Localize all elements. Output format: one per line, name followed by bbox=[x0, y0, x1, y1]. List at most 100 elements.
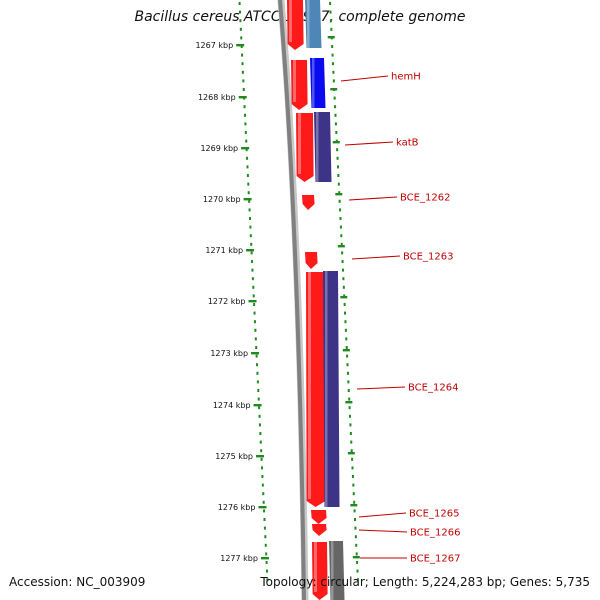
right-ruler-dot bbox=[332, 79, 335, 83]
ruler-dot bbox=[241, 53, 244, 57]
right-ruler-dot bbox=[329, 10, 332, 14]
right-ruler-tick bbox=[347, 452, 355, 455]
ruler-dot bbox=[239, 10, 242, 14]
ruler-dot bbox=[243, 105, 246, 109]
right-ruler-dot bbox=[341, 251, 344, 255]
cds-BCE_1267 bbox=[312, 542, 328, 600]
right-ruler-dot bbox=[354, 526, 357, 530]
ruler-label: 1272 kbp bbox=[208, 297, 246, 306]
ruler-label: 1274 kbp bbox=[213, 401, 251, 410]
right-ruler-dot bbox=[355, 543, 358, 547]
ruler-dot bbox=[265, 552, 268, 556]
ruler-dot bbox=[244, 122, 247, 126]
cds-top-partial bbox=[287, 0, 304, 50]
gene-label-text: BCE_1264 bbox=[408, 383, 458, 394]
right-ruler-dot bbox=[339, 225, 342, 229]
leader-line bbox=[351, 255, 401, 260]
ruler-tick bbox=[260, 557, 269, 560]
right-ruler-dot bbox=[343, 303, 346, 306]
right-ruler-dot bbox=[346, 363, 349, 367]
right-ruler-dot bbox=[338, 191, 341, 195]
ruler-dot bbox=[265, 561, 268, 564]
ruler-dot bbox=[246, 174, 249, 177]
right-ruler-tick bbox=[345, 401, 353, 404]
ruler-dot bbox=[239, 27, 242, 31]
ruler-dot bbox=[259, 440, 262, 444]
ruler-dot bbox=[264, 535, 267, 539]
ruler-label: 1273 kbp bbox=[210, 349, 248, 358]
accession-text: Accession: NC_003909 bbox=[9, 575, 146, 589]
ruler-dot bbox=[259, 432, 262, 435]
feature-katB bbox=[314, 112, 332, 182]
ruler-dot bbox=[242, 88, 245, 91]
right-ruler-tick bbox=[327, 36, 335, 39]
gene-label-BCE_1263: BCE_1263 bbox=[351, 252, 453, 263]
ruler-dot bbox=[256, 363, 259, 367]
ruler-dot bbox=[247, 182, 250, 186]
feature-tracks bbox=[287, 0, 345, 600]
ruler-dot bbox=[249, 234, 252, 238]
right-ruler-dot bbox=[335, 131, 338, 134]
ruler-dot bbox=[246, 156, 249, 160]
ruler-dot bbox=[239, 19, 242, 23]
ruler-dot bbox=[264, 543, 267, 547]
right-ruler-dot bbox=[336, 165, 339, 169]
right-ruler-dot bbox=[351, 475, 354, 478]
gene-label-BCE_1266: BCE_1266 bbox=[358, 528, 460, 539]
gene-label-BCE_1262: BCE_1262 bbox=[348, 193, 450, 204]
right-ruler-dot bbox=[353, 500, 356, 504]
ruler-dot bbox=[252, 285, 255, 289]
leader-line bbox=[344, 141, 394, 146]
right-ruler-tick bbox=[340, 296, 348, 299]
right-ruler-dot bbox=[332, 62, 335, 66]
cds-hemH bbox=[291, 60, 308, 110]
gene-label-text: hemH bbox=[391, 72, 421, 83]
right-ruler-tick bbox=[350, 504, 358, 507]
ruler-dot bbox=[263, 526, 266, 530]
right-ruler-dot bbox=[351, 457, 354, 461]
ruler-dot bbox=[254, 337, 257, 341]
ruler-tick bbox=[236, 44, 245, 47]
right-ruler-dot bbox=[340, 234, 343, 238]
ruler-dot bbox=[246, 165, 249, 169]
gene-label-text: BCE_1262 bbox=[400, 193, 450, 204]
ruler-tick bbox=[241, 147, 250, 150]
ruler-tick bbox=[253, 404, 262, 407]
right-ruler-dot bbox=[347, 389, 350, 392]
ruler-dot bbox=[262, 500, 265, 504]
ruler-dot bbox=[248, 217, 251, 220]
ruler-dot bbox=[255, 354, 258, 358]
gene-label-hemH: hemH bbox=[340, 72, 421, 83]
right-ruler-tick bbox=[332, 141, 340, 144]
ruler-dot bbox=[262, 492, 265, 496]
right-ruler-dot bbox=[337, 174, 340, 177]
genome-backbone bbox=[277, 0, 309, 600]
right-ruler-dot bbox=[342, 285, 345, 289]
ruler-dot bbox=[251, 260, 254, 263]
right-ruler-dot bbox=[344, 320, 347, 324]
feature-hemH bbox=[310, 58, 326, 108]
ruler-dot bbox=[251, 268, 254, 272]
right-ruler-tick bbox=[335, 193, 343, 196]
ruler-label: 1275 kbp bbox=[215, 452, 253, 461]
right-ruler-dot bbox=[337, 182, 340, 186]
right-ruler-dot bbox=[356, 578, 359, 582]
right-ruler-dot bbox=[353, 509, 356, 513]
ruler-dot bbox=[253, 303, 256, 306]
right-ruler-dot bbox=[331, 45, 334, 48]
ruler-label: 1271 kbp bbox=[205, 246, 243, 255]
ruler-dot bbox=[260, 449, 263, 453]
ruler-tick bbox=[243, 198, 252, 201]
ruler-dot bbox=[253, 311, 256, 315]
ruler-dot bbox=[260, 457, 263, 461]
ruler-dot bbox=[256, 371, 259, 375]
cds-BCE_1263 bbox=[305, 252, 318, 269]
right-ruler-dot bbox=[330, 27, 333, 31]
cds-katB bbox=[296, 113, 314, 182]
gene-label-text: katB bbox=[396, 138, 419, 149]
right-ruler-dot bbox=[340, 242, 343, 246]
gene-label-BCE_1264: BCE_1264 bbox=[356, 383, 458, 394]
right-ruler-tick bbox=[337, 245, 345, 248]
ruler-dot bbox=[266, 578, 269, 582]
ruler-dot bbox=[261, 475, 264, 478]
